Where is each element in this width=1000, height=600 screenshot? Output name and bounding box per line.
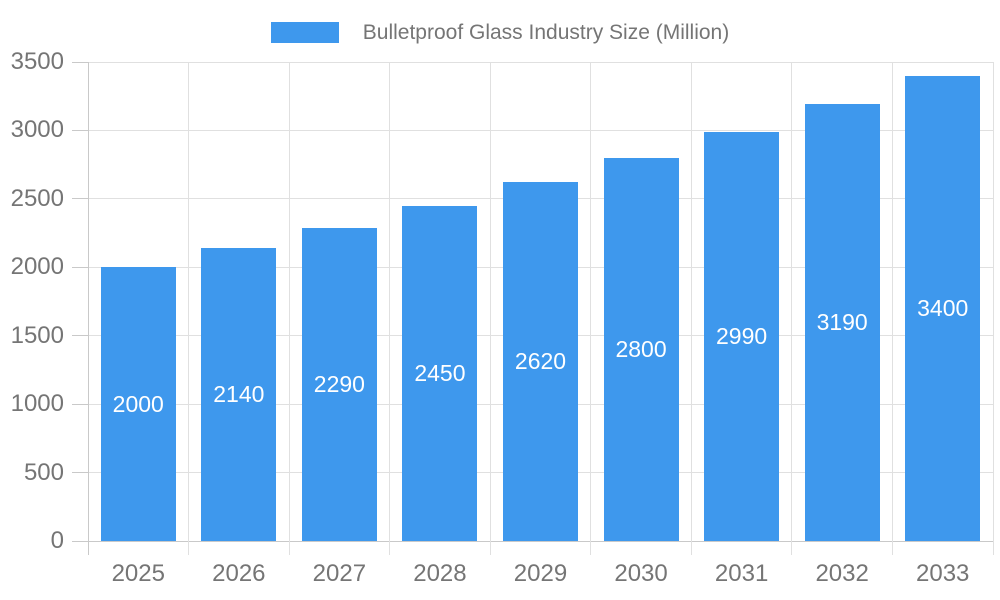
- x-tick-label: 2030: [614, 560, 668, 587]
- bar-2031[interactable]: 2990: [704, 131, 780, 541]
- y-tick: [72, 540, 88, 542]
- y-tick: [72, 266, 88, 268]
- bar-2033[interactable]: 3400: [905, 75, 981, 541]
- x-tick-label: 2025: [111, 560, 165, 587]
- bar-value-label: 2290: [313, 370, 365, 397]
- x-tick-label: 2029: [513, 560, 568, 587]
- bar-2029[interactable]: 2620: [503, 182, 578, 541]
- v-gridline: [992, 62, 994, 555]
- bar-value-label: 2990: [716, 322, 768, 349]
- bar-2026[interactable]: 2140: [201, 248, 277, 541]
- v-gridline: [489, 62, 491, 555]
- v-gridline: [288, 62, 290, 555]
- y-tick-label: 0: [50, 527, 64, 554]
- h-gridline: [88, 61, 993, 63]
- bar-2028[interactable]: 2450: [402, 205, 478, 541]
- y-axis-line: [87, 62, 89, 555]
- v-gridline: [389, 62, 391, 555]
- v-gridline: [590, 62, 592, 555]
- bar-value-label: 2620: [514, 348, 567, 375]
- bar-2032[interactable]: 3190: [804, 104, 880, 541]
- y-tick-label: 1500: [10, 321, 64, 349]
- bar-value-label: 3400: [917, 294, 969, 321]
- v-gridline: [891, 62, 893, 555]
- y-tick-label: 2500: [10, 184, 64, 212]
- bar-value-label: 2000: [112, 390, 164, 417]
- x-tick-label: 2026: [212, 560, 266, 587]
- legend-swatch: [270, 22, 339, 43]
- y-tick: [72, 61, 88, 63]
- x-tick-label: 2028: [413, 560, 467, 587]
- bar-2030[interactable]: 2800: [603, 157, 679, 541]
- x-tick-label: 2032: [815, 560, 869, 587]
- v-gridline: [188, 62, 190, 555]
- h-gridline: [88, 129, 993, 131]
- legend-label: Bulletproof Glass Industry Size (Million…: [362, 21, 730, 44]
- x-axis-line: [88, 540, 993, 542]
- y-tick: [72, 198, 88, 200]
- y-tick-label: 1000: [10, 390, 64, 418]
- y-tick-label: 2000: [10, 253, 64, 281]
- y-tick-label: 3000: [10, 116, 64, 144]
- y-tick: [72, 335, 88, 337]
- bar-2025[interactable]: 2000: [100, 267, 176, 541]
- x-tick-label: 2031: [714, 560, 769, 587]
- bar-value-label: 3190: [816, 309, 868, 336]
- legend-item[interactable]: Bulletproof Glass Industry Size (Million…: [0, 20, 1000, 45]
- bar-value-label: 2450: [414, 359, 466, 386]
- bar-value-label: 2140: [213, 381, 265, 408]
- y-tick-label: 3500: [10, 48, 64, 75]
- bar-value-label: 2800: [615, 335, 667, 362]
- x-tick-label: 2027: [312, 560, 367, 587]
- y-tick-label: 500: [23, 458, 64, 486]
- y-tick: [72, 472, 88, 474]
- y-tick: [72, 403, 88, 405]
- v-gridline: [690, 62, 692, 555]
- v-gridline: [791, 62, 793, 555]
- bar-2027[interactable]: 2290: [301, 227, 377, 541]
- y-tick: [72, 129, 88, 131]
- x-tick-label: 2033: [916, 560, 970, 587]
